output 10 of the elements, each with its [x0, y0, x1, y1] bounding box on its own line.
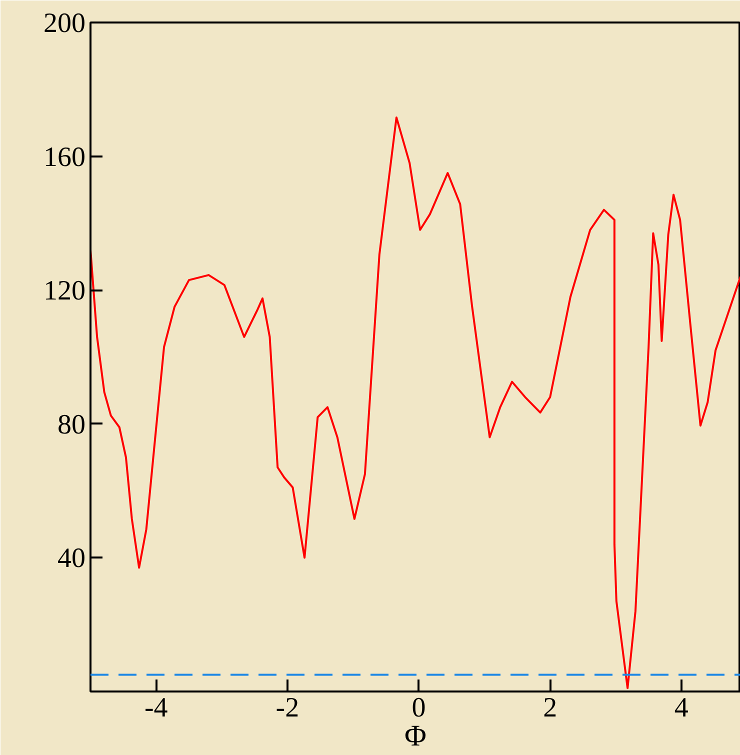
- x-tick-label: 4: [674, 692, 688, 724]
- x-tick-label: -4: [144, 692, 168, 724]
- y-tick-label: 80: [58, 409, 86, 440]
- y-tick-label: 160: [44, 142, 86, 173]
- y-tick-label: 40: [58, 543, 86, 574]
- x-tick-label: 2: [543, 692, 558, 724]
- y-tick-label: 120: [44, 276, 86, 307]
- line-series: [90, 116, 740, 690]
- x-tick-label: -2: [276, 692, 300, 724]
- y-tick-label: 200: [44, 8, 86, 39]
